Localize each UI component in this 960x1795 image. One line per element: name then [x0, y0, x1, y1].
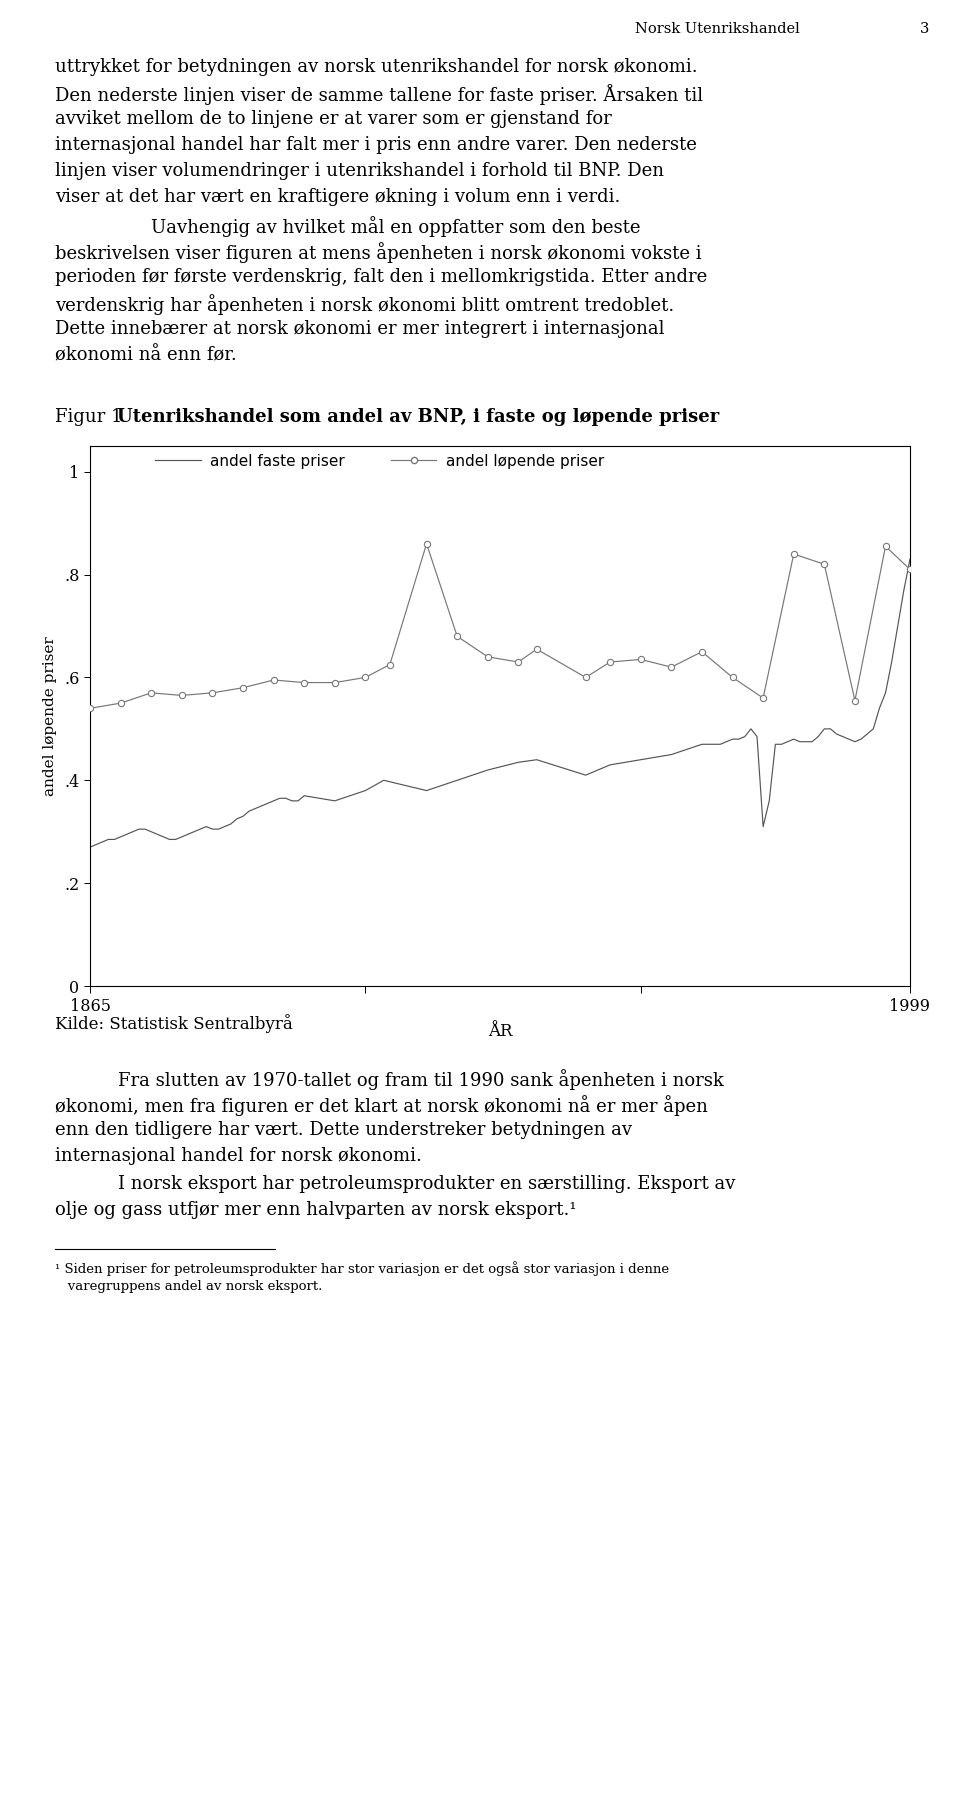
- Y-axis label: andel løpende priser: andel løpende priser: [43, 635, 58, 795]
- Text: enn den tidligere har vært. Dette understreker betydningen av: enn den tidligere har vært. Dette unders…: [55, 1122, 632, 1140]
- Text: verdenskrig har åpenheten i norsk økonomi blitt omtrent tredoblet.: verdenskrig har åpenheten i norsk økonom…: [55, 294, 674, 314]
- Text: varegruppens andel av norsk eksport.: varegruppens andel av norsk eksport.: [55, 1280, 323, 1292]
- Text: 3: 3: [920, 22, 929, 36]
- Legend: andel faste priser, andel løpende priser: andel faste priser, andel løpende priser: [155, 454, 604, 468]
- Text: uttrykket for betydningen av norsk utenrikshandel for norsk økonomi.: uttrykket for betydningen av norsk utenr…: [55, 57, 698, 75]
- X-axis label: ÅR: ÅR: [488, 1023, 513, 1039]
- Text: økonomi nå enn før.: økonomi nå enn før.: [55, 346, 237, 364]
- Text: Fra slutten av 1970-tallet og fram til 1990 sank åpenheten i norsk: Fra slutten av 1970-tallet og fram til 1…: [95, 1070, 724, 1090]
- Text: internasjonal handel har falt mer i pris enn andre varer. Den nederste: internasjonal handel har falt mer i pris…: [55, 136, 697, 154]
- Text: olje og gass utfjør mer enn halvparten av norsk eksport.¹: olje og gass utfjør mer enn halvparten a…: [55, 1201, 577, 1219]
- Text: Den nederste linjen viser de samme tallene for faste priser. Årsaken til: Den nederste linjen viser de samme talle…: [55, 84, 703, 104]
- Text: Kilde: Statistisk Sentralbyrå: Kilde: Statistisk Sentralbyrå: [55, 1014, 293, 1032]
- Text: beskrivelsen viser figuren at mens åpenheten i norsk økonomi vokste i: beskrivelsen viser figuren at mens åpenh…: [55, 242, 702, 262]
- Text: avviket mellom de to linjene er at varer som er gjenstand for: avviket mellom de to linjene er at varer…: [55, 109, 612, 127]
- Text: ¹ Siden priser for petroleumsprodukter har stor variasjon er det også stor varia: ¹ Siden priser for petroleumsprodukter h…: [55, 1262, 669, 1276]
- Text: Figur 1: Figur 1: [55, 407, 129, 425]
- Text: linjen viser volumendringer i utenrikshandel i forhold til BNP. Den: linjen viser volumendringer i utenriksha…: [55, 162, 664, 180]
- Text: økonomi, men fra figuren er det klart at norsk økonomi nå er mer åpen: økonomi, men fra figuren er det klart at…: [55, 1095, 708, 1116]
- Text: Norsk Utenrikshandel: Norsk Utenrikshandel: [635, 22, 800, 36]
- Text: perioden før første verdenskrig, falt den i mellomkrigstida. Etter andre: perioden før første verdenskrig, falt de…: [55, 267, 708, 285]
- Text: I norsk eksport har petroleumsprodukter en særstilling. Eksport av: I norsk eksport har petroleumsprodukter …: [95, 1176, 735, 1194]
- Text: viser at det har vært en kraftigere økning i volum enn i verdi.: viser at det har vært en kraftigere økni…: [55, 188, 620, 206]
- Text: Dette innebærer at norsk økonomi er mer integrert i internasjonal: Dette innebærer at norsk økonomi er mer …: [55, 320, 664, 337]
- Text: Uavhengig av hvilket mål en oppfatter som den beste: Uavhengig av hvilket mål en oppfatter so…: [105, 215, 640, 237]
- Text: internasjonal handel for norsk økonomi.: internasjonal handel for norsk økonomi.: [55, 1147, 421, 1165]
- Text: Utenrikshandel som andel av BNP, i faste og løpende priser: Utenrikshandel som andel av BNP, i faste…: [117, 407, 719, 425]
